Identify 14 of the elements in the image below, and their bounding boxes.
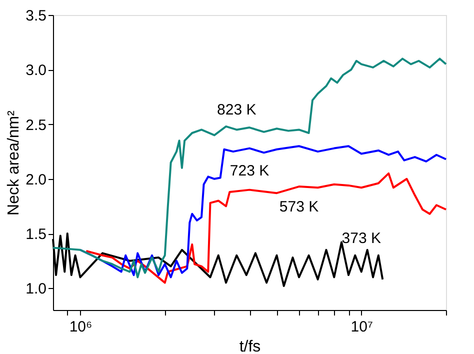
series-label: 373 K: [342, 230, 381, 247]
y-tick-label: 3.5: [26, 8, 46, 24]
y-tick-label: 2.5: [26, 116, 46, 134]
x-tick-label: 10⁷: [350, 318, 373, 336]
series-label: 723 K: [230, 162, 270, 180]
y-tick-label: 1.5: [26, 226, 46, 244]
y-tick-label: 2.0: [26, 171, 46, 188]
series-label: 823 K: [217, 102, 256, 119]
y-axis-title: Neck area/nm²: [6, 110, 23, 216]
y-tick-label: 1.0: [26, 280, 46, 298]
series-label: 573 K: [279, 198, 319, 216]
y-tick-label: 3.0: [26, 62, 46, 80]
x-tick-label: 10⁶: [69, 318, 92, 336]
x-axis-title: t/fs: [239, 338, 261, 354]
